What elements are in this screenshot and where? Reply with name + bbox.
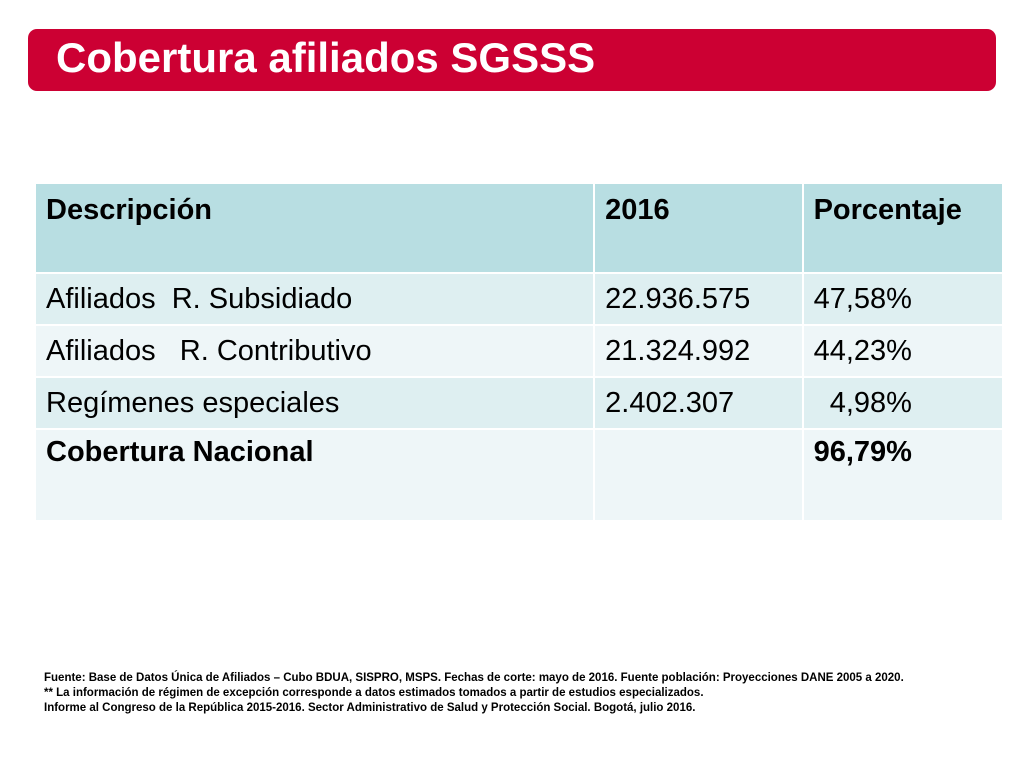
cell-descripcion: Afiliados R. Subsidiado [36,274,594,324]
table-row: Afiliados R. Subsidiado 22.936.575 47,58… [36,274,1002,324]
header-descripcion: Descripción [36,184,594,272]
header-porcentaje: Porcentaje [803,184,1002,272]
cell-2016: 21.324.992 [595,326,802,376]
cell-total-descripcion: Cobertura Nacional [36,430,594,520]
table-row: Regímenes especiales 2.402.307 4,98% [36,378,1002,428]
cell-2016: 22.936.575 [595,274,802,324]
cell-descripcion: Regímenes especiales [36,378,594,428]
table-header-row: Descripción 2016 Porcentaje [36,184,1002,272]
coverage-table: Descripción 2016 Porcentaje Afiliados R.… [34,182,1004,522]
footnote-source: Fuente: Base de Datos Única de Afiliados… [44,672,904,684]
footnote-report: Informe al Congreso de la República 2015… [44,702,696,714]
cell-porcentaje: 47,58% [803,274,1002,324]
source-footnote: Fuente: Base de Datos Única de Afiliados… [44,671,974,716]
footnote-exception-note: ** La información de régimen de excepció… [44,687,704,699]
cell-porcentaje: 4,98% [803,378,1002,428]
cell-total-2016 [595,430,802,520]
header-2016: 2016 [595,184,802,272]
title-bar: Cobertura afiliados SGSSS [28,29,996,91]
table-total-row: Cobertura Nacional 96,79% [36,430,1002,520]
cell-total-porcentaje: 96,79% [803,430,1002,520]
cell-2016: 2.402.307 [595,378,802,428]
table-row: Afiliados R. Contributivo 21.324.992 44,… [36,326,1002,376]
cell-descripcion: Afiliados R. Contributivo [36,326,594,376]
page-title: Cobertura afiliados SGSSS [56,34,596,81]
cell-porcentaje: 44,23% [803,326,1002,376]
